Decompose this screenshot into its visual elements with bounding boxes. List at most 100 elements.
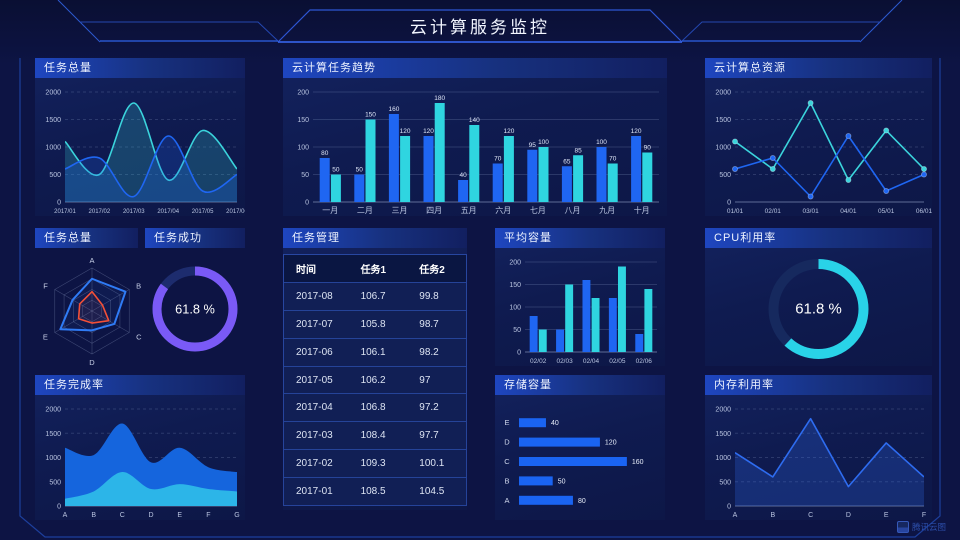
svg-text:D: D	[89, 358, 95, 366]
panel-title-task-total-trend: 任务总量	[35, 58, 245, 78]
svg-text:B: B	[504, 476, 509, 485]
svg-text:05/01: 05/01	[878, 208, 895, 215]
table-row: 2017-04 106.8 97.2	[284, 393, 466, 422]
svg-text:五月: 五月	[461, 206, 477, 215]
svg-text:90: 90	[644, 145, 652, 152]
cpu-usage-donut-chart: 61.8 %	[705, 252, 932, 366]
svg-text:E: E	[177, 512, 182, 519]
task-total-radar-chart: A B C D E F	[33, 252, 151, 367]
panel-title-memory-usage: 内存利用率	[705, 375, 932, 395]
panel-title-task-success: 任务成功	[145, 228, 245, 248]
table-row: 2017-07 105.8 98.7	[284, 309, 466, 338]
task-completion-area-chart: 0 500 1000 1500 2000 A B C D E F G	[35, 399, 245, 520]
svg-text:02/03: 02/03	[556, 358, 573, 365]
panel-title-task-total-radar: 任务总量	[35, 228, 138, 248]
svg-text:2017/03: 2017/03	[123, 209, 145, 215]
svg-text:100: 100	[509, 305, 521, 312]
svg-text:1000: 1000	[715, 145, 731, 152]
page-title: 云计算服务监控	[410, 18, 550, 37]
svg-text:G: G	[234, 512, 239, 519]
table-row: 2017-06 106.1 98.2	[284, 337, 466, 366]
panel-storage-capacity: 存储容量 E 40 D 120 C 160 B 50 A 80	[495, 375, 665, 520]
svg-text:160: 160	[632, 459, 644, 466]
panel-title-task-management: 任务管理	[283, 228, 467, 248]
svg-text:70: 70	[609, 156, 617, 163]
watermark[interactable]: 腾讯云图	[896, 521, 946, 533]
svg-text:1500: 1500	[45, 431, 61, 438]
svg-text:1500: 1500	[45, 117, 61, 124]
svg-text:E: E	[43, 333, 48, 342]
svg-text:02/01: 02/01	[765, 208, 782, 215]
avg-capacity-bar-chart: 0 50 100 150 200 02/02 02/03 02/04 02/05 02/06	[495, 252, 665, 366]
svg-text:C: C	[504, 457, 510, 466]
svg-text:七月: 七月	[530, 206, 546, 215]
svg-text:50: 50	[513, 327, 521, 334]
svg-text:04/01: 04/01	[840, 208, 857, 215]
svg-text:D: D	[148, 512, 153, 519]
panel-cpu-usage: CPU利用率 61.8 %	[705, 228, 932, 366]
svg-text:A: A	[89, 256, 94, 265]
svg-text:D: D	[504, 438, 510, 447]
svg-text:01/01: 01/01	[727, 208, 744, 215]
svg-text:120: 120	[605, 440, 617, 447]
svg-text:C: C	[808, 512, 813, 519]
svg-text:200: 200	[509, 260, 521, 267]
svg-text:03/01: 03/01	[802, 208, 819, 215]
watermark-chart-icon	[896, 521, 909, 533]
svg-text:2017/05: 2017/05	[192, 209, 214, 215]
svg-text:40: 40	[459, 172, 467, 179]
svg-text:150: 150	[297, 117, 309, 124]
svg-text:B: B	[770, 512, 775, 519]
svg-text:六月: 六月	[495, 205, 511, 215]
svg-text:180: 180	[434, 95, 445, 102]
cloud-task-trend-bar-chart: 0 50 100 150 200 一月 二月 三月 四月 五月 六月 七月 八月 九月 十月 80 50 160 1…	[283, 82, 667, 216]
panel-task-management: 任务管理 时间 任务1 任务2 2017-08 106.7 99.8 2017-07 105.…	[283, 228, 467, 510]
panel-task-total-radar: 任务总量 A B C D E F	[35, 228, 142, 367]
svg-text:C: C	[136, 333, 142, 342]
svg-text:2000: 2000	[715, 407, 731, 414]
svg-text:D: D	[846, 512, 851, 519]
svg-text:十月: 十月	[634, 205, 650, 215]
svg-text:四月: 四月	[426, 206, 442, 215]
svg-text:0: 0	[57, 504, 61, 511]
svg-text:1000: 1000	[45, 145, 61, 152]
svg-text:1500: 1500	[715, 431, 731, 438]
svg-text:02/04: 02/04	[583, 358, 600, 365]
panel-task-success: 任务成功 61.8 %	[145, 228, 245, 366]
svg-text:100: 100	[596, 139, 607, 146]
svg-text:500: 500	[49, 479, 61, 486]
panel-memory-usage: 内存利用率 0 500 1000 1500 2000 A B C D E F	[705, 375, 932, 520]
svg-text:150: 150	[509, 282, 521, 289]
svg-text:140: 140	[469, 117, 480, 124]
svg-text:2000: 2000	[715, 90, 731, 97]
memory-usage-line-chart: 0 500 1000 1500 2000 A B C D E F	[705, 399, 932, 520]
svg-text:B: B	[136, 282, 141, 291]
svg-text:80: 80	[321, 150, 329, 157]
svg-text:1500: 1500	[715, 117, 731, 124]
table-row: 2017-01 108.5 104.5	[284, 477, 466, 506]
svg-text:06/01: 06/01	[916, 208, 932, 215]
task-management-table: 时间 任务1 任务2 2017-08 106.7 99.8 2017-07 105.8 98.7…	[283, 254, 467, 506]
task-total-area-chart: 0 500 1000 1500 2000 2017/01 2017/02 2017/03 201…	[35, 82, 248, 216]
svg-text:A: A	[504, 496, 509, 505]
cloud-resources-line-chart: 0 500 1000 1500 2000 01/01 02/01 03/01 04/01 05/0…	[705, 82, 932, 216]
svg-text:80: 80	[578, 498, 586, 505]
svg-text:2000: 2000	[45, 407, 61, 414]
table-row: 2017-02 109.3 100.1	[284, 449, 466, 478]
svg-text:二月: 二月	[357, 206, 373, 215]
svg-text:E: E	[504, 418, 509, 427]
svg-text:2000: 2000	[45, 90, 61, 97]
svg-text:500: 500	[719, 172, 731, 179]
task-success-donut-chart: 61.8 %	[145, 252, 245, 366]
svg-text:500: 500	[719, 479, 731, 486]
svg-text:120: 120	[400, 128, 411, 135]
svg-text:A: A	[63, 512, 68, 519]
svg-text:F: F	[43, 282, 48, 291]
svg-text:200: 200	[297, 90, 309, 97]
svg-text:E: E	[884, 512, 889, 519]
svg-text:F: F	[206, 512, 210, 519]
svg-text:0: 0	[57, 200, 61, 207]
panel-task-completion: 任务完成率 0 500 1000 1500 2000 A B C D E F G	[35, 375, 245, 520]
svg-text:1000: 1000	[45, 455, 61, 462]
panel-title-cloud-task-trend: 云计算任务趋势	[283, 58, 667, 78]
